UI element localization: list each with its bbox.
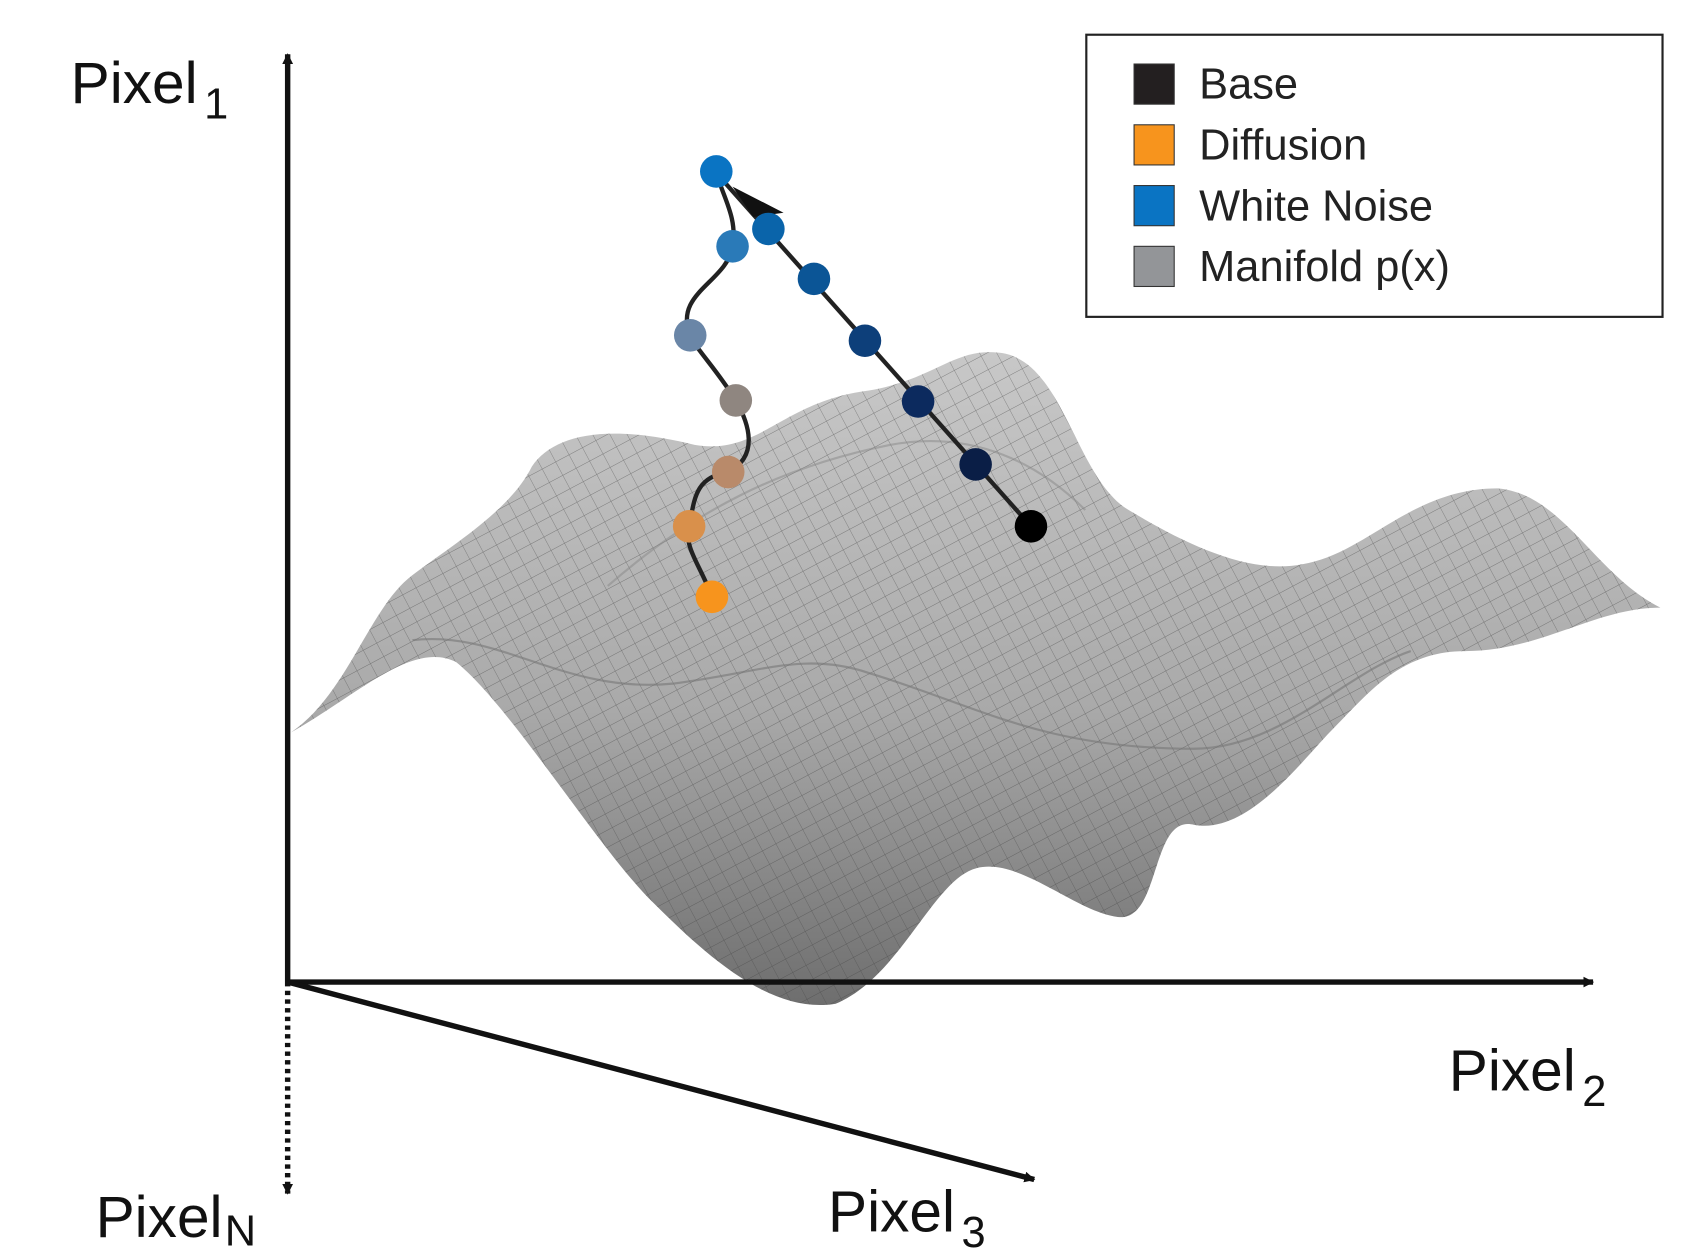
legend-swatch — [1133, 185, 1175, 227]
axis-pixel-3 — [286, 979, 1036, 1183]
legend-box — [1085, 33, 1664, 318]
axis-label-text: Pixel — [1449, 1039, 1576, 1104]
legend-swatch — [1133, 63, 1175, 105]
axis-label: Pixel 2 — [1449, 1039, 1607, 1116]
point — [700, 155, 733, 188]
point — [752, 212, 785, 246]
axis-label: PixelN — [96, 1185, 256, 1249]
point — [797, 262, 831, 296]
axis-label: Pixel 1 — [71, 51, 229, 128]
point — [711, 455, 745, 489]
axis-label: Pixel 3 — [828, 1180, 986, 1249]
trajectories — [672, 155, 1048, 614]
point — [673, 319, 707, 352]
axis-label-sub: 3 — [962, 1209, 986, 1249]
axis-label-sub: 2 — [1582, 1068, 1606, 1116]
legend-label: Diffusion — [1199, 122, 1367, 170]
point — [695, 580, 729, 614]
axis-label-sub: 1 — [204, 80, 228, 128]
legend-swatch — [1133, 245, 1175, 288]
point — [901, 385, 935, 418]
legend: Base Diffusion White Noise Manifold p(x) — [1085, 33, 1664, 318]
point — [716, 230, 749, 263]
axis-label-sub: N — [225, 1208, 256, 1249]
axes — [282, 53, 1595, 1195]
point — [1014, 510, 1048, 543]
legend-label: Manifold p(x) — [1199, 243, 1450, 291]
legend-label: Base — [1199, 61, 1298, 109]
point — [672, 510, 706, 543]
legend-swatch — [1133, 124, 1175, 166]
legend-label: White Noise — [1199, 182, 1433, 230]
point — [848, 324, 882, 358]
direction-arrow — [732, 186, 784, 218]
axis-label-text: Pixel — [71, 51, 198, 116]
axis-label-text: Pixel — [96, 1185, 223, 1249]
point — [719, 384, 753, 417]
axis-label-text: Pixel — [828, 1180, 955, 1245]
point — [959, 448, 992, 481]
